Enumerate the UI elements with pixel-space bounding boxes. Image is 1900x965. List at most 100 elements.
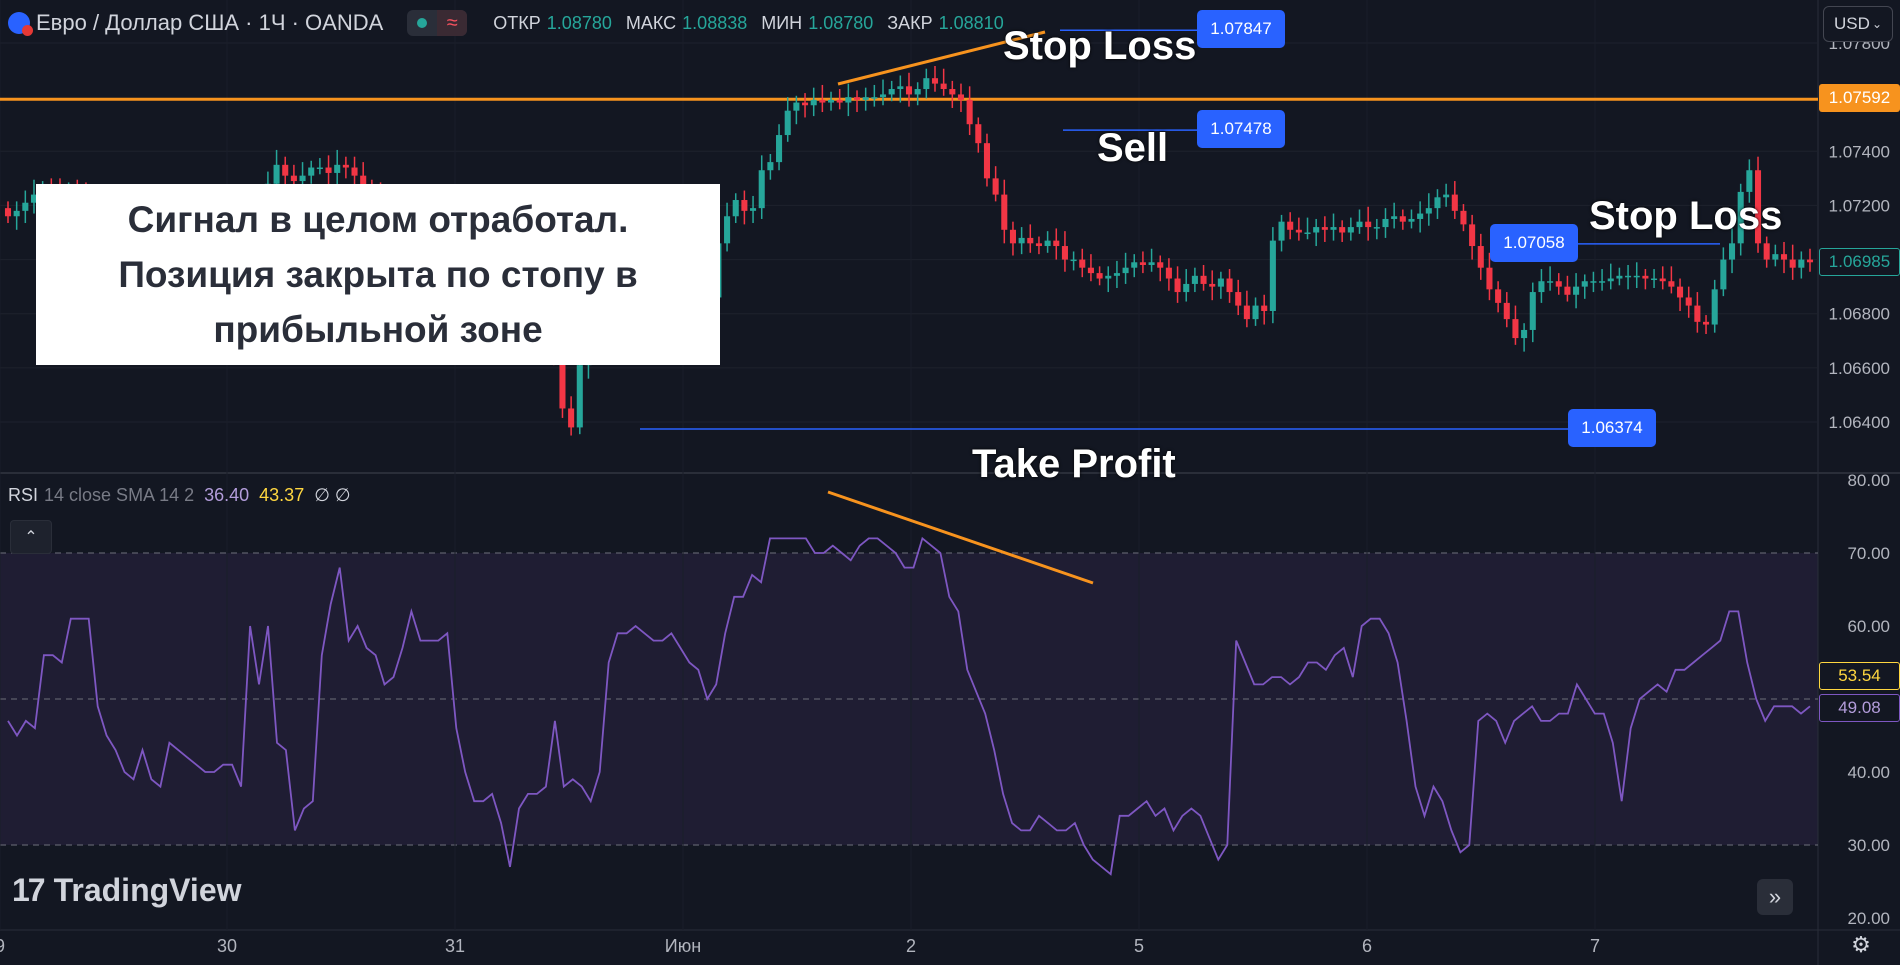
candle — [1131, 254, 1138, 278]
candle — [732, 193, 739, 224]
candle — [767, 153, 774, 180]
note-line-1: Сигнал в целом отработал. — [127, 199, 629, 240]
stop-loss-1-tag[interactable]: 1.07847 — [1197, 10, 1285, 48]
rsi-value-tag: 49.08 — [1819, 694, 1900, 722]
candle — [1642, 269, 1649, 290]
candle — [1685, 286, 1692, 318]
rsi-extra-values: ∅ ∅ — [314, 485, 351, 505]
candle — [1477, 233, 1484, 280]
ohlc-high-value: 1.08838 — [682, 12, 748, 33]
stop-loss-2-tag[interactable]: 1.07058 — [1490, 224, 1578, 262]
candle — [871, 84, 878, 107]
candle — [1235, 279, 1242, 316]
candle — [1304, 217, 1311, 240]
price-tick-label: 1.06600 — [1829, 359, 1890, 378]
approx-wave-icon: ≈ — [437, 10, 468, 36]
tradingview-wordmark: TradingView — [53, 872, 242, 908]
candle — [316, 158, 323, 175]
candle — [1339, 220, 1346, 242]
candle — [1451, 181, 1458, 219]
rsi-tick-label: 40.00 — [1847, 763, 1890, 782]
rsi-params: 14 close SMA 14 2 — [44, 485, 195, 505]
candle — [1157, 255, 1164, 282]
candle — [983, 133, 991, 187]
candle — [1772, 244, 1779, 267]
rsi-legend[interactable]: RSI 14 close SMA 14 2 36.40 43.37 ∅ ∅ — [8, 485, 351, 506]
market-open-dot-icon — [407, 10, 437, 36]
candle — [1486, 252, 1493, 301]
candle — [1668, 266, 1675, 294]
candle — [897, 75, 904, 103]
candle — [351, 156, 358, 186]
candle — [1521, 323, 1528, 352]
symbol-title[interactable]: Евро / Доллар США · 1Ч · OANDA — [36, 10, 384, 35]
rsi-name: RSI — [8, 485, 39, 505]
candle — [975, 117, 982, 153]
candle — [1425, 193, 1432, 226]
candle — [923, 68, 930, 99]
rsi-ma-value: 43.37 — [259, 485, 305, 505]
candle — [1287, 212, 1294, 240]
rsi-ma-value-tag: 53.54 — [1819, 662, 1900, 690]
candle — [1399, 209, 1406, 230]
candle — [1503, 292, 1510, 328]
candle — [802, 93, 809, 118]
candle — [1746, 159, 1753, 203]
collapse-pane-button[interactable]: ⌃ — [10, 520, 52, 554]
candle — [1651, 269, 1658, 288]
candle — [1677, 278, 1684, 312]
market-status[interactable]: ≈ — [407, 10, 468, 36]
candle — [992, 166, 999, 202]
candle — [1217, 271, 1224, 299]
candle — [793, 95, 800, 125]
rsi-tick-label: 20.00 — [1847, 909, 1890, 928]
ohlc-low-value: 1.08780 — [808, 12, 874, 33]
candle — [940, 68, 947, 96]
commentary-box: Сигнал в целом отработал. Позиция закрыт… — [36, 184, 720, 365]
candle — [1018, 227, 1025, 255]
candle — [1798, 251, 1805, 279]
candle — [1035, 236, 1042, 255]
candle — [334, 149, 341, 186]
candle — [1408, 209, 1415, 229]
candle — [1382, 208, 1389, 238]
gear-icon: ⚙ — [1851, 932, 1871, 957]
tradingview-logo[interactable]: 17 TradingView — [12, 872, 242, 909]
price-tick-label: 1.07200 — [1829, 196, 1890, 215]
ohlc-open-value: 1.08780 — [546, 12, 612, 33]
rsi-tick-label: 30.00 — [1847, 836, 1890, 855]
candle — [1581, 274, 1588, 299]
scroll-to-realtime-button[interactable]: » — [1757, 879, 1793, 915]
candle — [1754, 156, 1762, 253]
candle — [1347, 217, 1354, 241]
tradingview-mark-icon: 17 — [12, 872, 46, 908]
candle — [966, 86, 973, 136]
chart-settings-button[interactable]: ⚙ — [1846, 930, 1876, 960]
stop-loss-annotation-right: Stop Loss — [1589, 194, 1783, 238]
candle — [888, 80, 895, 102]
take-profit-tag[interactable]: 1.06374 — [1568, 409, 1656, 447]
note-line-3: прибыльной зоне — [213, 309, 543, 350]
candle — [1391, 202, 1398, 229]
candle — [4, 201, 12, 224]
candle — [1694, 292, 1701, 333]
candle — [1547, 266, 1554, 291]
candle — [1096, 266, 1103, 286]
candle — [949, 80, 956, 108]
currency-button[interactable]: USD ⌄ — [1823, 6, 1893, 42]
candle — [1780, 241, 1788, 274]
candle — [1001, 179, 1008, 244]
candle — [325, 155, 332, 187]
candle — [30, 179, 38, 214]
candle — [1607, 263, 1614, 290]
price-trendline — [837, 30, 1046, 86]
candle — [750, 195, 757, 224]
candle — [1789, 244, 1796, 280]
sell-tag[interactable]: 1.07478 — [1197, 110, 1285, 148]
candle — [1365, 206, 1372, 241]
candle — [1321, 216, 1328, 242]
time-tick-label: 7 — [1590, 936, 1600, 956]
candle — [1573, 273, 1580, 309]
candle — [776, 124, 783, 171]
